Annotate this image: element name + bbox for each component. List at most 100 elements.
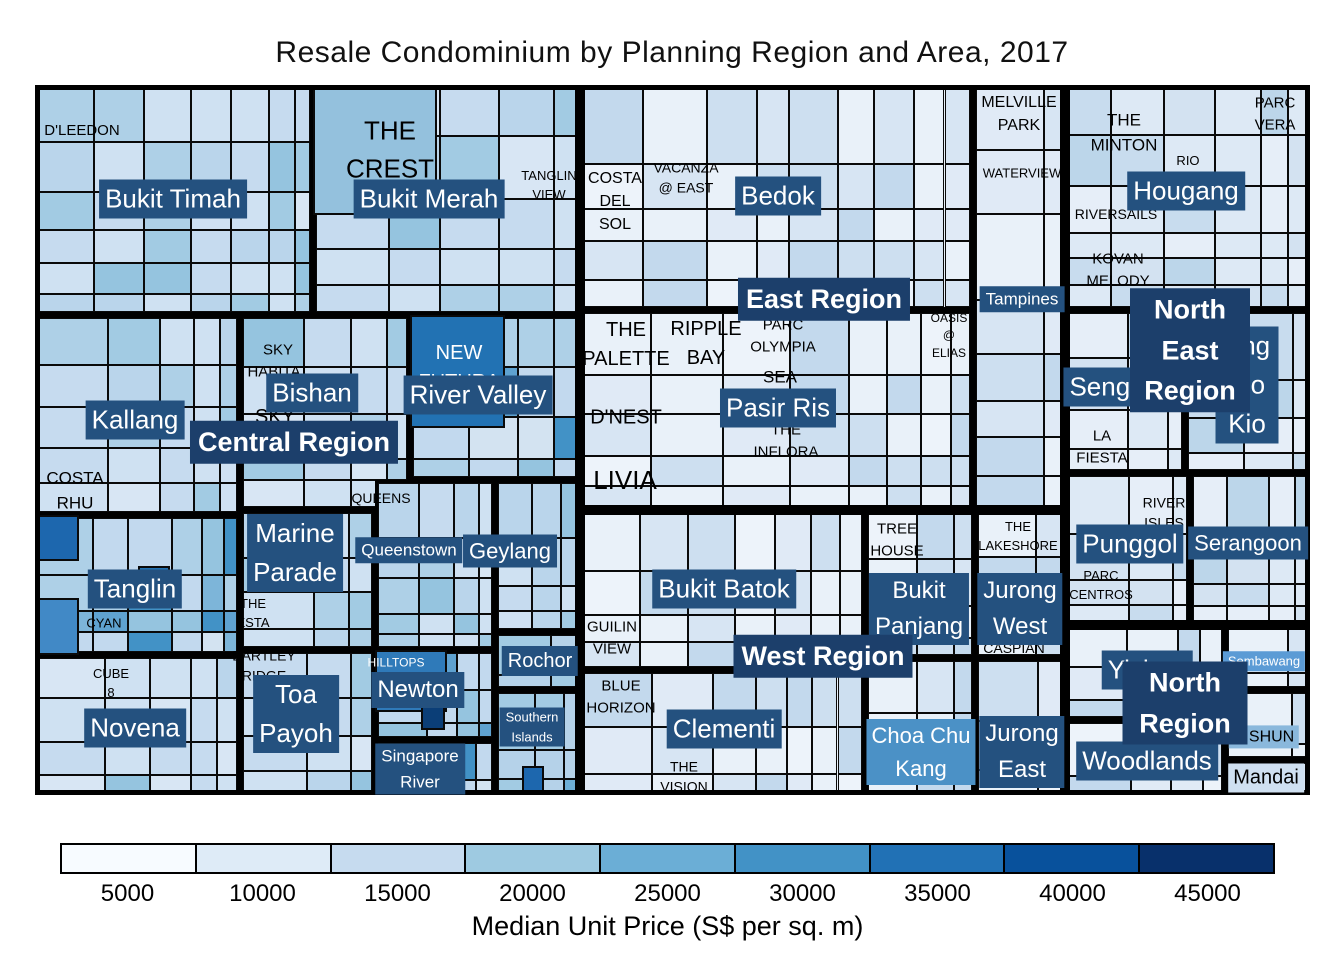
treemap-cell (1127, 449, 1168, 470)
treemap-cell (190, 88, 231, 143)
treemap-cell (976, 475, 1044, 507)
treemap-cell (93, 88, 145, 143)
treemap-cell (951, 414, 970, 456)
treemap-cell (413, 458, 470, 477)
label-area-woodlands: Woodlands (1076, 741, 1218, 781)
label-project-the-minton: THE MINTON (1090, 110, 1158, 154)
treemap-cell (191, 775, 218, 792)
label-area-novena: Novena (84, 708, 186, 748)
treemap-cell (454, 483, 480, 539)
treemap-cell (786, 673, 813, 727)
treemap-cell (104, 658, 150, 698)
treemap-cell (643, 88, 707, 165)
label-area-jurong-west: Jurong West (977, 573, 1063, 645)
label-area-river-valley: River Valley (403, 375, 553, 415)
treemap-cell (951, 455, 970, 486)
treemap-cell (887, 414, 921, 456)
treemap-cell (1163, 88, 1215, 136)
treemap-cell (786, 773, 813, 792)
treemap-cell (295, 262, 310, 294)
treemap-cell (583, 513, 640, 572)
treemap-cell (1292, 417, 1307, 454)
treemap-cell (128, 518, 173, 576)
treemap-cell (757, 240, 790, 281)
treemap-cell (144, 293, 191, 312)
treemap-cell (313, 592, 349, 630)
treemap-cell (848, 455, 888, 486)
treemap-cell (687, 614, 736, 642)
treemap-cell (243, 318, 304, 367)
treemap-cell (650, 455, 724, 486)
treemap-cell (348, 629, 372, 647)
treemap-cell (190, 293, 231, 312)
treemap-cell (1268, 605, 1296, 622)
colorbar-tick: 40000 (1039, 880, 1106, 907)
treemap-cell (518, 318, 555, 367)
treemap-cell (295, 191, 310, 231)
colorbar-segment (60, 843, 197, 874)
treemap-cell (1043, 436, 1062, 476)
treemap-cell (351, 698, 372, 737)
treemap-cell (1167, 449, 1182, 470)
treemap-cell (650, 375, 724, 415)
treemap-cell (723, 313, 790, 376)
treemap-cell (560, 537, 577, 587)
treemap-cell (550, 674, 577, 687)
treemap-cell (755, 773, 787, 792)
treemap-cell (1288, 186, 1307, 233)
treemap-cell (560, 586, 577, 611)
treemap-cell (160, 364, 195, 407)
feature-cell (35, 515, 79, 561)
treemap-cell (93, 230, 145, 263)
treemap-cell (1038, 661, 1062, 722)
treemap-cell (713, 773, 756, 792)
treemap-cell (194, 364, 220, 407)
label-area-toa-payoh: Toa Payoh (253, 675, 339, 753)
treemap-cell (219, 483, 237, 512)
colorbar-caption: Median Unit Price (S$ per sq. m) (471, 911, 864, 941)
treemap-cell (518, 458, 555, 477)
treemap-cell (479, 578, 492, 615)
label-project-ripple-bay: RIPPLE BAY (670, 318, 742, 369)
treemap-cell (518, 416, 555, 459)
treemap-cell (295, 293, 310, 312)
label-area-serangoon: Serangoon (1188, 526, 1308, 560)
treemap-cell (837, 164, 875, 210)
treemap-cell (191, 658, 218, 698)
treemap-cell (944, 88, 970, 165)
treemap-cell (378, 483, 419, 539)
treemap-cell (38, 191, 94, 231)
treemap-cell (160, 447, 195, 484)
treemap-cell (650, 485, 724, 507)
area-hougang (1065, 85, 1310, 310)
treemap-cell (914, 280, 945, 307)
treemap-cell (38, 364, 109, 407)
treemap-cell (224, 631, 237, 652)
treemap-cell (554, 458, 577, 477)
treemap-cell (951, 485, 970, 507)
treemap-cell (643, 164, 707, 210)
label-area-punggol: Punggol (1076, 524, 1184, 564)
treemap-cell (217, 775, 237, 792)
treemap-cell (378, 614, 419, 634)
area-clementi (580, 670, 865, 795)
treemap-cell (639, 513, 688, 572)
treemap-cell (1193, 605, 1228, 622)
treemap-cell (295, 142, 310, 192)
treemap-cell (476, 779, 492, 792)
label-project-tanglin-view: TANGLIN VIEW (521, 168, 577, 202)
colorbar-tick: 30000 (769, 880, 836, 907)
treemap-cell (38, 142, 94, 192)
treemap-cell (190, 262, 231, 294)
treemap-cell (1068, 88, 1111, 136)
treemap-cell (643, 209, 707, 241)
treemap-cell (194, 483, 220, 512)
treemap-cell (1167, 410, 1182, 450)
label-project-tree-house: TREE HOUSE (870, 520, 924, 559)
treemap-cell (149, 658, 192, 698)
treemap-cell (38, 293, 94, 312)
treemap-cell (1068, 700, 1128, 717)
treemap-cell (757, 88, 790, 165)
treemap-cell (498, 610, 533, 629)
treemap-cell (532, 586, 561, 611)
